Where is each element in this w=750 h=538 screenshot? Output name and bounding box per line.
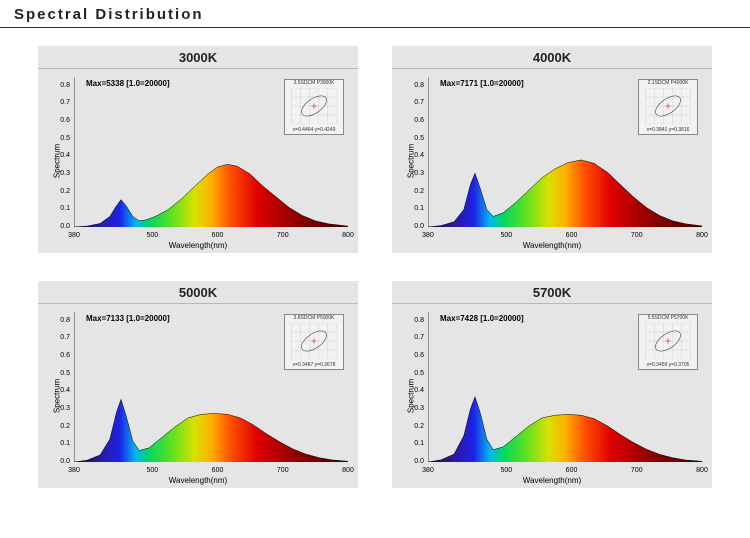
- panel-title: 3000K: [38, 46, 358, 69]
- inset-title: 3.8SDCM P5000K: [285, 315, 343, 321]
- y-tick: 0.2: [410, 423, 424, 430]
- panel-title: 5700K: [392, 281, 712, 304]
- y-tick: 0.7: [410, 334, 424, 341]
- x-tick: 500: [500, 467, 512, 474]
- chart-panel: 5000KMax=7133 [1.0=20000]SpectrumWavelen…: [38, 281, 358, 488]
- plot-area: 3.8SDCM P5000K x=0.3487 y=0.3678: [74, 312, 348, 462]
- y-tick: 0.7: [410, 99, 424, 106]
- y-tick: 0.0: [410, 458, 424, 465]
- chart-panel: 3000KMax=5338 [1.0=20000]SpectrumWavelen…: [38, 46, 358, 253]
- panel-title: 4000K: [392, 46, 712, 69]
- x-axis-label: Wavelength(nm): [169, 476, 227, 485]
- x-tick: 700: [277, 467, 289, 474]
- y-tick: 0.1: [56, 440, 70, 447]
- y-tick: 0.1: [56, 205, 70, 212]
- y-tick: 0.5: [56, 370, 70, 377]
- x-tick: 700: [631, 467, 643, 474]
- page-header: Spectral Distribution: [0, 0, 750, 28]
- y-tick: 0.4: [410, 387, 424, 394]
- x-tick: 600: [212, 232, 224, 239]
- x-tick: 600: [566, 467, 578, 474]
- x-tick: 700: [277, 232, 289, 239]
- y-tick: 0.3: [56, 405, 70, 412]
- x-tick: 800: [696, 232, 708, 239]
- chart-panel: 4000KMax=7171 [1.0=20000]SpectrumWavelen…: [392, 46, 712, 253]
- inset-coords: x=0.3459 y=0.3705: [639, 363, 697, 368]
- chart-area: Max=7171 [1.0=20000]SpectrumWavelength(n…: [392, 69, 712, 253]
- y-tick: 0.3: [410, 170, 424, 177]
- chart-grid: 3000KMax=5338 [1.0=20000]SpectrumWavelen…: [0, 46, 750, 488]
- y-tick: 0.2: [56, 188, 70, 195]
- plot-area: 2.1SDCM P4000K x=0.3841 y=0.3816: [428, 77, 702, 227]
- y-tick: 0.2: [410, 188, 424, 195]
- y-tick: 0.6: [56, 352, 70, 359]
- y-tick: 0.8: [410, 317, 424, 324]
- x-tick: 800: [696, 467, 708, 474]
- y-tick: 0.7: [56, 99, 70, 106]
- cie-inset: 5.5SDCM P5700K x=0.3459 y=0.3705: [638, 314, 698, 370]
- inset-coords: x=0.4464 y=0.4249: [285, 128, 343, 133]
- y-tick: 0.2: [56, 423, 70, 430]
- y-tick: 0.6: [410, 117, 424, 124]
- y-tick: 0.0: [56, 458, 70, 465]
- x-tick: 800: [342, 232, 354, 239]
- y-tick: 0.6: [410, 352, 424, 359]
- y-tick: 0.4: [56, 387, 70, 394]
- chart-area: Max=7133 [1.0=20000]SpectrumWavelength(n…: [38, 304, 358, 488]
- y-tick: 0.4: [410, 152, 424, 159]
- y-tick: 0.8: [410, 82, 424, 89]
- x-tick: 380: [422, 232, 434, 239]
- inset-title: 5.5SDCM P5700K: [639, 315, 697, 321]
- y-tick: 0.7: [56, 334, 70, 341]
- x-axis-label: Wavelength(nm): [523, 241, 581, 250]
- y-tick: 0.3: [56, 170, 70, 177]
- x-tick: 380: [68, 232, 80, 239]
- x-tick: 500: [146, 467, 158, 474]
- y-tick: 0.0: [56, 223, 70, 230]
- x-tick: 600: [566, 232, 578, 239]
- inset-title: 3.5SDCM P3000K: [285, 80, 343, 86]
- x-tick: 700: [631, 232, 643, 239]
- chart-area: Max=5338 [1.0=20000]SpectrumWavelength(n…: [38, 69, 358, 253]
- inset-coords: x=0.3487 y=0.3678: [285, 363, 343, 368]
- panel-title: 5000K: [38, 281, 358, 304]
- x-tick: 800: [342, 467, 354, 474]
- x-axis-label: Wavelength(nm): [169, 241, 227, 250]
- page-title: Spectral Distribution: [14, 6, 736, 23]
- y-tick: 0.1: [410, 205, 424, 212]
- plot-area: 5.5SDCM P5700K x=0.3459 y=0.3705: [428, 312, 702, 462]
- y-tick: 0.5: [410, 135, 424, 142]
- cie-inset: 2.1SDCM P4000K x=0.3841 y=0.3816: [638, 79, 698, 135]
- y-tick: 0.8: [56, 317, 70, 324]
- y-tick: 0.5: [56, 135, 70, 142]
- x-tick: 500: [500, 232, 512, 239]
- x-tick: 380: [68, 467, 80, 474]
- x-tick: 500: [146, 232, 158, 239]
- inset-coords: x=0.3841 y=0.3816: [639, 128, 697, 133]
- chart-panel: 5700KMax=7428 [1.0=20000]SpectrumWavelen…: [392, 281, 712, 488]
- y-tick: 0.4: [56, 152, 70, 159]
- y-tick: 0.8: [56, 82, 70, 89]
- x-tick: 380: [422, 467, 434, 474]
- y-tick: 0.6: [56, 117, 70, 124]
- y-tick: 0.3: [410, 405, 424, 412]
- plot-area: 3.5SDCM P3000K x=0.4464 y=0.4249: [74, 77, 348, 227]
- cie-inset: 3.8SDCM P5000K x=0.3487 y=0.3678: [284, 314, 344, 370]
- y-tick: 0.0: [410, 223, 424, 230]
- y-tick: 0.5: [410, 370, 424, 377]
- x-tick: 600: [212, 467, 224, 474]
- y-tick: 0.1: [410, 440, 424, 447]
- chart-area: Max=7428 [1.0=20000]SpectrumWavelength(n…: [392, 304, 712, 488]
- cie-inset: 3.5SDCM P3000K x=0.4464 y=0.4249: [284, 79, 344, 135]
- inset-title: 2.1SDCM P4000K: [639, 80, 697, 86]
- x-axis-label: Wavelength(nm): [523, 476, 581, 485]
